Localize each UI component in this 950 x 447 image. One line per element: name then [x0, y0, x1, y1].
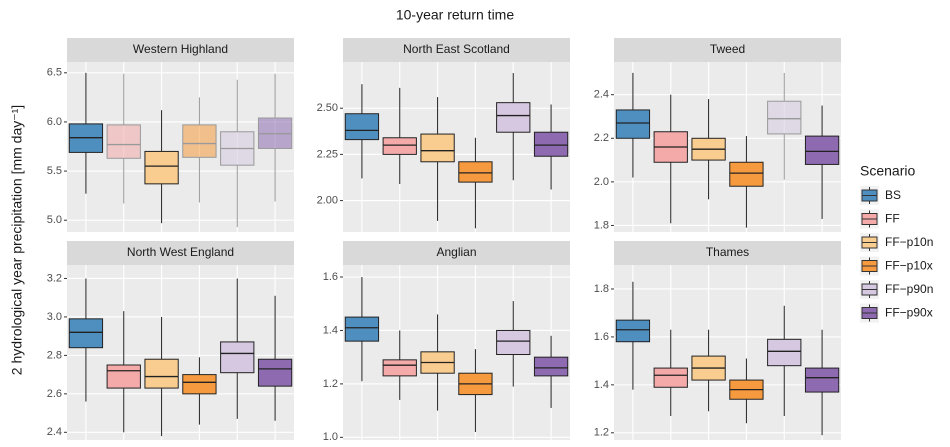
legend-label: FF−p90x: [885, 306, 933, 320]
y-tick-label: 1.4: [323, 324, 338, 336]
y-tick-label: 1.8: [594, 283, 609, 295]
box: [533, 356, 569, 377]
box: [382, 137, 417, 155]
panel-title: Tweed: [710, 42, 745, 56]
box: [220, 341, 255, 374]
y-tick-label: 6.5: [47, 67, 62, 79]
y-tick-label: 6.0: [47, 116, 62, 128]
y-tick-label: 2.4: [594, 89, 609, 101]
y-tick-label: 1.6: [323, 271, 338, 283]
y-tick-label: 3.0: [47, 311, 62, 323]
panel-background: [614, 62, 841, 232]
strip: [614, 38, 841, 62]
box: [420, 133, 455, 163]
y-tick-label: 1.2: [594, 427, 609, 439]
box: [615, 319, 651, 343]
y-tick-label: 2.00: [317, 194, 338, 206]
panel-title: Thames: [706, 245, 749, 259]
legend-label: FF−p10x: [885, 259, 933, 273]
strip: [343, 38, 570, 62]
legend-label: BS: [885, 188, 901, 202]
strip: [614, 241, 841, 265]
y-tick-label: 5.0: [47, 214, 62, 226]
panel-title: Western Highland: [133, 42, 228, 56]
box: [344, 113, 380, 141]
box: [653, 367, 688, 388]
box: [729, 161, 764, 187]
box: [615, 109, 651, 139]
y-tick-label: 1.8: [594, 219, 609, 231]
strip: [343, 241, 570, 265]
box: [144, 358, 179, 389]
y-tick-label: 1.0: [323, 431, 338, 443]
strip: [67, 241, 294, 265]
box: [106, 364, 141, 389]
y-tick-label: 2.4: [47, 426, 62, 438]
y-tick-label: 3.2: [47, 272, 62, 284]
y-tick-label: 2.25: [317, 148, 338, 160]
box: [804, 367, 840, 393]
panel-title: Anglian: [436, 245, 476, 259]
panel-title: North West England: [127, 245, 234, 259]
y-tick-label: 2.6: [47, 388, 62, 400]
panel-background: [343, 265, 570, 440]
legend-label: FF: [885, 212, 900, 226]
y-tick-label: 2.50: [317, 102, 338, 114]
panel-background: [614, 265, 841, 440]
y-tick-label: 2.0: [594, 176, 609, 188]
box: [68, 318, 104, 349]
box: [533, 131, 569, 157]
y-tick-label: 1.6: [594, 331, 609, 343]
y-tick-label: 2.2: [594, 132, 609, 144]
y-tick-label: 2.8: [47, 349, 62, 361]
box: [804, 135, 840, 165]
legend-title: Scenario: [860, 163, 915, 179]
legend-label: FF−p10n: [885, 235, 933, 249]
legend-label: FF−p90n: [885, 282, 933, 296]
box: [458, 161, 493, 183]
box: [182, 124, 217, 158]
strip: [67, 38, 294, 62]
y-tick-label: 1.4: [594, 379, 609, 391]
panel-background: [67, 265, 294, 440]
panel-title: North East Scotland: [403, 42, 510, 56]
box: [257, 358, 293, 387]
box: [767, 338, 802, 367]
y-tick-label: 1.2: [323, 378, 338, 390]
y-tick-label: 5.5: [47, 165, 62, 177]
panel-background: [343, 62, 570, 232]
box: [382, 359, 417, 377]
y-axis-label: 2 hydrological year precipitation [mm da…: [9, 105, 25, 375]
box: [496, 102, 531, 133]
box: [496, 329, 531, 356]
chart-title: 10-year return time: [396, 7, 514, 23]
box: [182, 374, 217, 395]
box: [106, 124, 141, 159]
box: [144, 150, 179, 185]
panel-background: [67, 62, 294, 232]
box: [344, 316, 380, 342]
box: [767, 100, 802, 135]
